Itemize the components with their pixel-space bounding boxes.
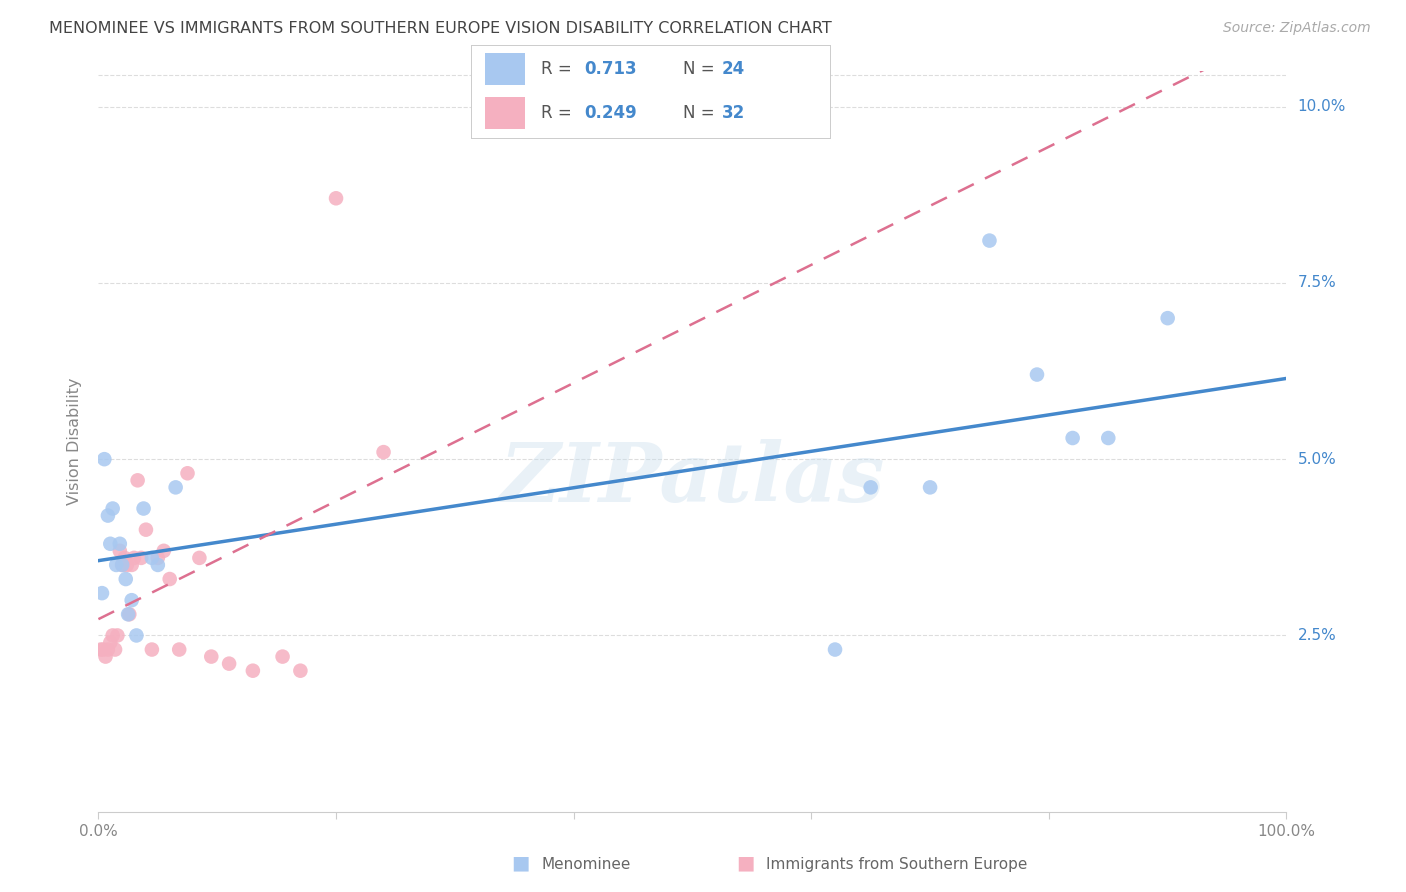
Text: 32: 32 [723, 104, 745, 122]
Point [127, 473, 149, 487]
Text: ■: ■ [510, 854, 530, 872]
Point [118, 607, 141, 622]
Point [93, 452, 115, 467]
Point [218, 657, 240, 671]
Text: ■: ■ [735, 854, 755, 872]
Text: 24: 24 [723, 60, 745, 78]
Point [1156, 311, 1178, 326]
Point [176, 467, 198, 481]
Point [859, 480, 882, 494]
Text: R =: R = [541, 104, 576, 122]
Point [1026, 368, 1049, 382]
Text: N =: N = [682, 104, 720, 122]
Text: 0.713: 0.713 [583, 60, 637, 78]
Point [111, 558, 134, 572]
Point [146, 558, 169, 572]
Point [165, 480, 187, 494]
Point [101, 501, 124, 516]
FancyBboxPatch shape [485, 53, 524, 85]
Point [141, 642, 163, 657]
Point [107, 628, 129, 642]
Point [271, 649, 294, 664]
Point [373, 445, 395, 459]
Point [167, 642, 190, 657]
Point [132, 501, 155, 516]
Point [97, 642, 120, 657]
Point [152, 544, 174, 558]
Point [129, 550, 152, 565]
Point [94, 649, 117, 664]
Point [188, 550, 211, 565]
Point [90, 642, 112, 657]
Text: ZIPatlas: ZIPatlas [499, 439, 886, 518]
Point [104, 642, 127, 657]
Point [920, 480, 942, 494]
Point [117, 607, 139, 622]
Point [121, 593, 143, 607]
Point [979, 234, 1001, 248]
Y-axis label: Vision Disability: Vision Disability [67, 378, 83, 505]
Point [121, 558, 143, 572]
Point [159, 572, 181, 586]
Point [101, 628, 124, 642]
Point [146, 550, 169, 565]
Point [122, 550, 145, 565]
Point [1097, 431, 1119, 445]
Point [108, 537, 131, 551]
Point [98, 537, 121, 551]
Text: 7.5%: 7.5% [1298, 276, 1336, 291]
FancyBboxPatch shape [485, 97, 524, 129]
Point [125, 628, 148, 642]
Text: 2.5%: 2.5% [1298, 628, 1336, 643]
Point [141, 550, 163, 565]
Point [108, 544, 131, 558]
Point [135, 523, 157, 537]
Point [111, 558, 134, 572]
Point [115, 558, 138, 572]
Text: 5.0%: 5.0% [1298, 451, 1336, 467]
Point [98, 635, 121, 649]
Point [1062, 431, 1084, 445]
Text: Immigrants from Southern Europe: Immigrants from Southern Europe [766, 857, 1028, 872]
Text: MENOMINEE VS IMMIGRANTS FROM SOUTHERN EUROPE VISION DISABILITY CORRELATION CHART: MENOMINEE VS IMMIGRANTS FROM SOUTHERN EU… [49, 21, 832, 36]
Point [91, 586, 114, 600]
Point [91, 642, 114, 657]
Point [114, 572, 136, 586]
Point [97, 508, 120, 523]
Point [114, 550, 136, 565]
Point [325, 191, 347, 205]
Point [242, 664, 264, 678]
Point [105, 558, 128, 572]
Text: Menominee: Menominee [541, 857, 631, 872]
Point [290, 664, 312, 678]
Point [824, 642, 846, 657]
Text: R =: R = [541, 60, 576, 78]
Text: 10.0%: 10.0% [1298, 99, 1346, 114]
Text: N =: N = [682, 60, 720, 78]
Text: Source: ZipAtlas.com: Source: ZipAtlas.com [1223, 21, 1371, 35]
Point [200, 649, 222, 664]
Text: 0.249: 0.249 [583, 104, 637, 122]
